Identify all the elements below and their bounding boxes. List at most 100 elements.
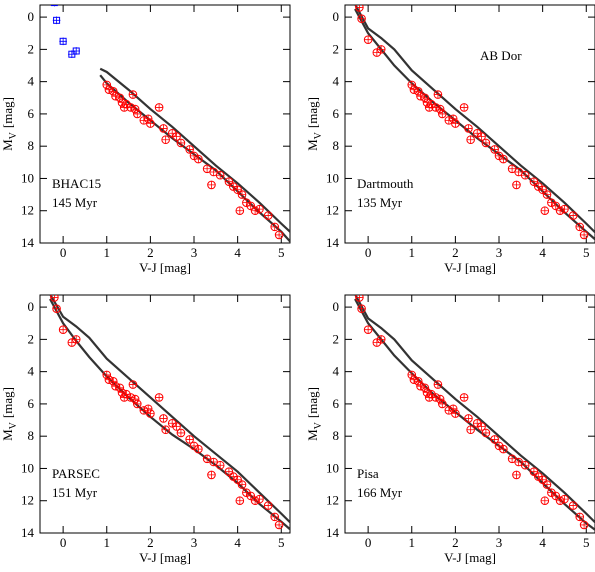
x-axis-label: V-J [mag] [139,260,191,275]
star-square [50,5,58,7]
star-circle [420,93,430,103]
star-square [59,37,67,46]
star-circle [481,138,491,148]
star-circle [52,304,61,314]
x-tick-label: 0 [365,535,372,550]
y-tick-label: 12 [326,493,339,508]
star-circle [270,222,280,232]
star-circle [71,335,81,344]
plot-area [50,5,290,243]
x-tick-label: 3 [496,245,503,260]
y-tick-label: 0 [28,299,35,314]
star-circle [448,404,458,414]
star-circle [215,460,225,470]
x-tick-label: 5 [278,535,285,550]
star-circle [355,295,364,302]
star-circle [464,414,473,423]
star-circle [451,119,460,128]
star-circle [246,491,256,501]
x-tick-label: 3 [191,245,198,260]
star-circle [560,494,569,504]
x-tick-label: 0 [365,245,372,260]
star-circle [274,230,284,240]
x-tick-label: 2 [147,535,154,550]
star-circle [363,325,373,334]
star-circle [143,114,153,124]
x-tick-label: 4 [234,535,241,550]
annotation: PARSEC [52,466,100,481]
star-circle [237,480,247,489]
star-circle [128,90,138,99]
star-circle [407,80,417,90]
star-circle [551,491,561,501]
star-circle [477,132,486,141]
star-circle [154,103,164,112]
plot-area [49,295,290,531]
star-circle [413,377,423,386]
y-tick-label: 2 [28,41,35,56]
x-tick-label: 5 [583,535,590,550]
star-circle [435,394,445,404]
star-circle [159,414,168,423]
y-tick-label: 10 [326,170,339,185]
star-circle [104,375,114,385]
star-circle [102,80,112,90]
y-tick-label: 4 [333,364,340,379]
x-tick-label: 4 [539,245,546,260]
star-circle [117,98,127,107]
star-circle [270,512,280,522]
y-tick-label: 8 [333,138,340,153]
star-circle [235,496,245,506]
star-circle [154,393,164,402]
x-tick-label: 4 [539,535,546,550]
star-circle [357,304,366,314]
isochrone [354,5,595,234]
y-axis-label: MV [mag] [0,97,19,151]
star-circle [172,422,181,431]
x-tick-label: 3 [191,535,198,550]
star-circle [520,170,530,180]
y-tick-label: 0 [333,9,340,24]
annotation: BHAC15 [52,176,101,191]
y-label-sub: V [8,131,19,139]
star-circle [435,104,445,114]
y-axis-label: MV [mag] [0,387,19,441]
annotation: 145 Myr [52,195,98,210]
star-circle [246,201,256,211]
star-circle [407,370,417,380]
star-circle [104,85,114,95]
x-tick-label: 1 [104,535,111,550]
star-circle [459,103,469,112]
x-tick-label: 1 [104,245,111,260]
y-tick-label: 2 [333,41,340,56]
y-tick-label: 4 [333,74,340,89]
y-tick-label: 4 [28,364,35,379]
y-label-sub: V [8,421,19,429]
star-circle [416,91,425,101]
star-circle [194,444,203,454]
isochrone [99,67,290,233]
star-circle [117,388,127,397]
x-tick-label: 5 [583,245,590,260]
star-circle [512,470,521,480]
star-circle [111,381,120,391]
star-circle [520,460,530,470]
star-circle [146,409,155,418]
y-tick-label: 2 [333,331,340,346]
y-tick-label: 6 [333,106,340,121]
star-circle [490,435,499,444]
isochrone [49,295,290,524]
y-tick-label: 12 [21,493,34,508]
star-circle [143,404,153,414]
star-circle [529,177,539,186]
star-circle [50,295,59,302]
y-tick-label: 14 [21,525,35,540]
star-circle [575,512,585,522]
y-label-sub: V [313,131,324,139]
y-tick-label: 10 [21,460,34,475]
star-square [72,47,81,55]
star-circle [130,104,140,114]
